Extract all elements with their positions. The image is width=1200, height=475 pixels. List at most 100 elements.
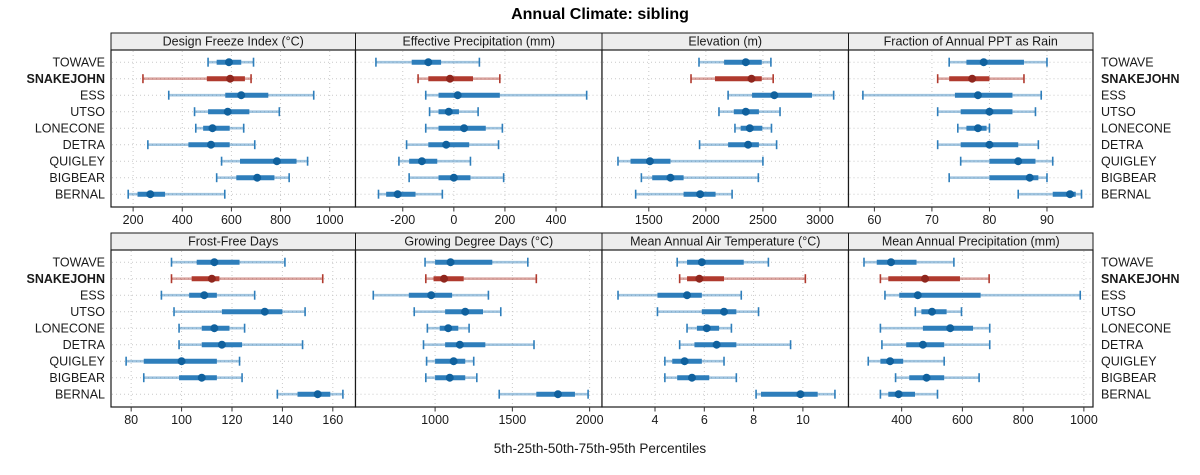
median-dot <box>979 58 988 67</box>
median-dot <box>886 357 895 366</box>
interval-row-quigley <box>959 156 1054 166</box>
interval-row-bigbear <box>142 373 243 383</box>
median-dot <box>973 124 982 133</box>
interval-row-detra <box>147 140 256 150</box>
interval-row-detra <box>698 140 778 150</box>
median-dot <box>217 340 226 349</box>
tick-label: 80 <box>982 213 996 227</box>
panel-box <box>110 249 357 408</box>
interval-row-towave <box>948 57 1048 67</box>
interval-row-quigley <box>617 156 764 166</box>
interval-row-bigbear <box>664 373 738 383</box>
site-label-right: SNAKEJOHN <box>1101 72 1180 86</box>
median-dot <box>253 173 262 182</box>
interval-row-bernal <box>377 189 444 199</box>
median-dot <box>680 357 689 366</box>
interval-row-towave <box>698 57 772 67</box>
interval-row-ess <box>617 290 743 300</box>
median-dot <box>745 124 754 133</box>
interval-row-bigbear <box>408 173 505 183</box>
interval-row-towave <box>170 257 286 267</box>
median-dot <box>449 173 458 182</box>
median-dot <box>223 107 232 116</box>
interval-row-towave <box>863 257 955 267</box>
interval-row-detra <box>178 340 304 350</box>
median-dot <box>177 357 186 366</box>
median-dot <box>683 291 692 300</box>
median-dot <box>968 74 977 83</box>
median-dot <box>393 190 402 199</box>
site-label-right: UTSO <box>1101 105 1136 119</box>
interval-row-towave <box>676 257 770 267</box>
median-dot <box>210 324 219 333</box>
panel-title: Frost-Free Days <box>188 235 278 249</box>
site-label-left: UTSO <box>70 305 105 319</box>
median-dot <box>770 91 779 100</box>
interval-row-quigley <box>125 356 241 366</box>
interval-row-utso <box>914 307 963 317</box>
median-dot <box>197 373 206 382</box>
median-dot <box>894 390 903 399</box>
tick-label: 6 <box>701 413 708 427</box>
tick-label: 3000 <box>806 213 834 227</box>
site-label-left: ESS <box>80 289 105 303</box>
interval-row-ess <box>727 90 835 100</box>
tick-label: 70 <box>925 213 939 227</box>
interval-row-bernal <box>1017 189 1083 199</box>
median-dot <box>1025 173 1034 182</box>
interval-row-lonecone <box>178 323 246 333</box>
interval-row-ess <box>160 290 256 300</box>
site-label-right: BERNAL <box>1101 388 1151 402</box>
site-label-left: TOWAVE <box>52 256 105 270</box>
site-label-right: LONECONE <box>1101 122 1171 136</box>
median-dot <box>747 74 756 83</box>
tick-label: 2000 <box>692 213 720 227</box>
tick-label: 600 <box>221 213 242 227</box>
interval-row-towave <box>207 57 255 67</box>
median-dot <box>224 58 233 67</box>
site-label-right: DETRA <box>1101 138 1144 152</box>
figure-title: Annual Climate: sibling <box>511 6 689 23</box>
median-dot <box>453 91 462 100</box>
interval-row-bigbear <box>215 173 290 183</box>
median-dot <box>985 107 994 116</box>
median-dot <box>210 258 219 267</box>
interval-row-quigley <box>398 156 472 166</box>
tick-label: 100 <box>171 413 192 427</box>
median-dot <box>208 124 217 133</box>
median-dot <box>260 307 269 316</box>
site-label-left: QUIGLEY <box>49 355 105 369</box>
interval-row-bernal <box>127 189 226 199</box>
panel-title: Growing Degree Days (°C) <box>404 235 553 249</box>
median-dot <box>272 157 281 166</box>
interval-row-bernal <box>634 189 733 199</box>
median-dot <box>313 390 322 399</box>
tick-label: 1500 <box>635 213 663 227</box>
median-dot <box>666 173 675 182</box>
median-dot <box>887 258 896 267</box>
tick-label: 400 <box>172 213 193 227</box>
median-dot <box>442 140 451 149</box>
median-dot <box>913 291 922 300</box>
interval-row-detra <box>422 340 535 350</box>
tick-label: 1500 <box>498 413 526 427</box>
interval-row-lonecone <box>426 323 470 333</box>
median-dot <box>444 107 453 116</box>
percentiles-caption: 5th-25th-50th-75th-95th Percentiles <box>493 441 707 456</box>
median-dot <box>946 324 955 333</box>
median-dot <box>741 58 750 67</box>
median-dot <box>455 340 464 349</box>
interval-row-utso <box>193 107 281 117</box>
median-dot <box>207 140 216 149</box>
interval-row-snakejohn <box>425 274 538 284</box>
site-label-right: UTSO <box>1101 305 1136 319</box>
interval-row-ess <box>424 90 588 100</box>
interval-row-bernal <box>498 389 589 399</box>
site-label-left: TOWAVE <box>52 56 105 70</box>
median-dot <box>645 157 654 166</box>
site-label-left: LONECONE <box>35 322 105 336</box>
tick-label: 160 <box>322 413 343 427</box>
interval-row-detra <box>678 340 792 350</box>
